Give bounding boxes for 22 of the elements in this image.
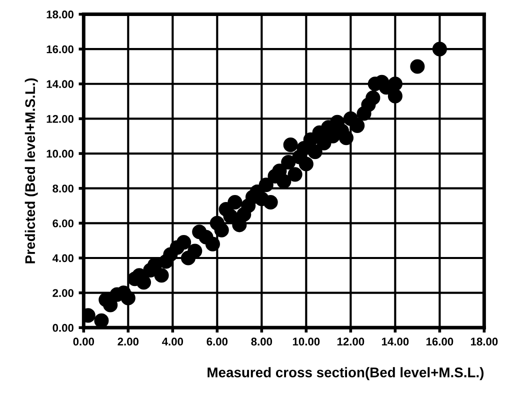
x-axis-title: Measured cross section(Bed level+M.S.L.) — [208, 367, 484, 380]
x-tick-label: 6.00 — [206, 338, 228, 346]
x-tick-label: 4.00 — [162, 338, 184, 346]
y-tick-label: 12.00 — [46, 114, 74, 123]
x-tick-label: 18.00 — [470, 338, 498, 346]
y-tick-label: 10.00 — [46, 150, 74, 158]
x-tick-label: 10.00 — [292, 338, 320, 346]
x-tick-label: 0.00 — [73, 338, 94, 346]
y-tick-label: 16.00 — [46, 45, 74, 54]
y-axis-title: Predicted (Bed level+M.S.L.) — [24, 78, 38, 264]
x-tick-label: 2.00 — [118, 338, 139, 346]
x-tick-label: 8.00 — [251, 338, 272, 346]
x-tick-label: 12.00 — [337, 338, 364, 346]
y-tick-label: 2.00 — [52, 289, 74, 297]
y-tick-label: 6.00 — [52, 219, 74, 228]
x-tick-label: 16.00 — [426, 338, 454, 346]
y-tick-label: 4.00 — [52, 254, 74, 262]
x-tick-label: 14.00 — [382, 338, 409, 346]
y-tick-label: 14.00 — [46, 80, 74, 88]
y-tick-label: 8.00 — [52, 184, 74, 192]
y-tick-label: 0.00 — [52, 324, 74, 332]
y-tick-label: 18.00 — [46, 10, 74, 18]
